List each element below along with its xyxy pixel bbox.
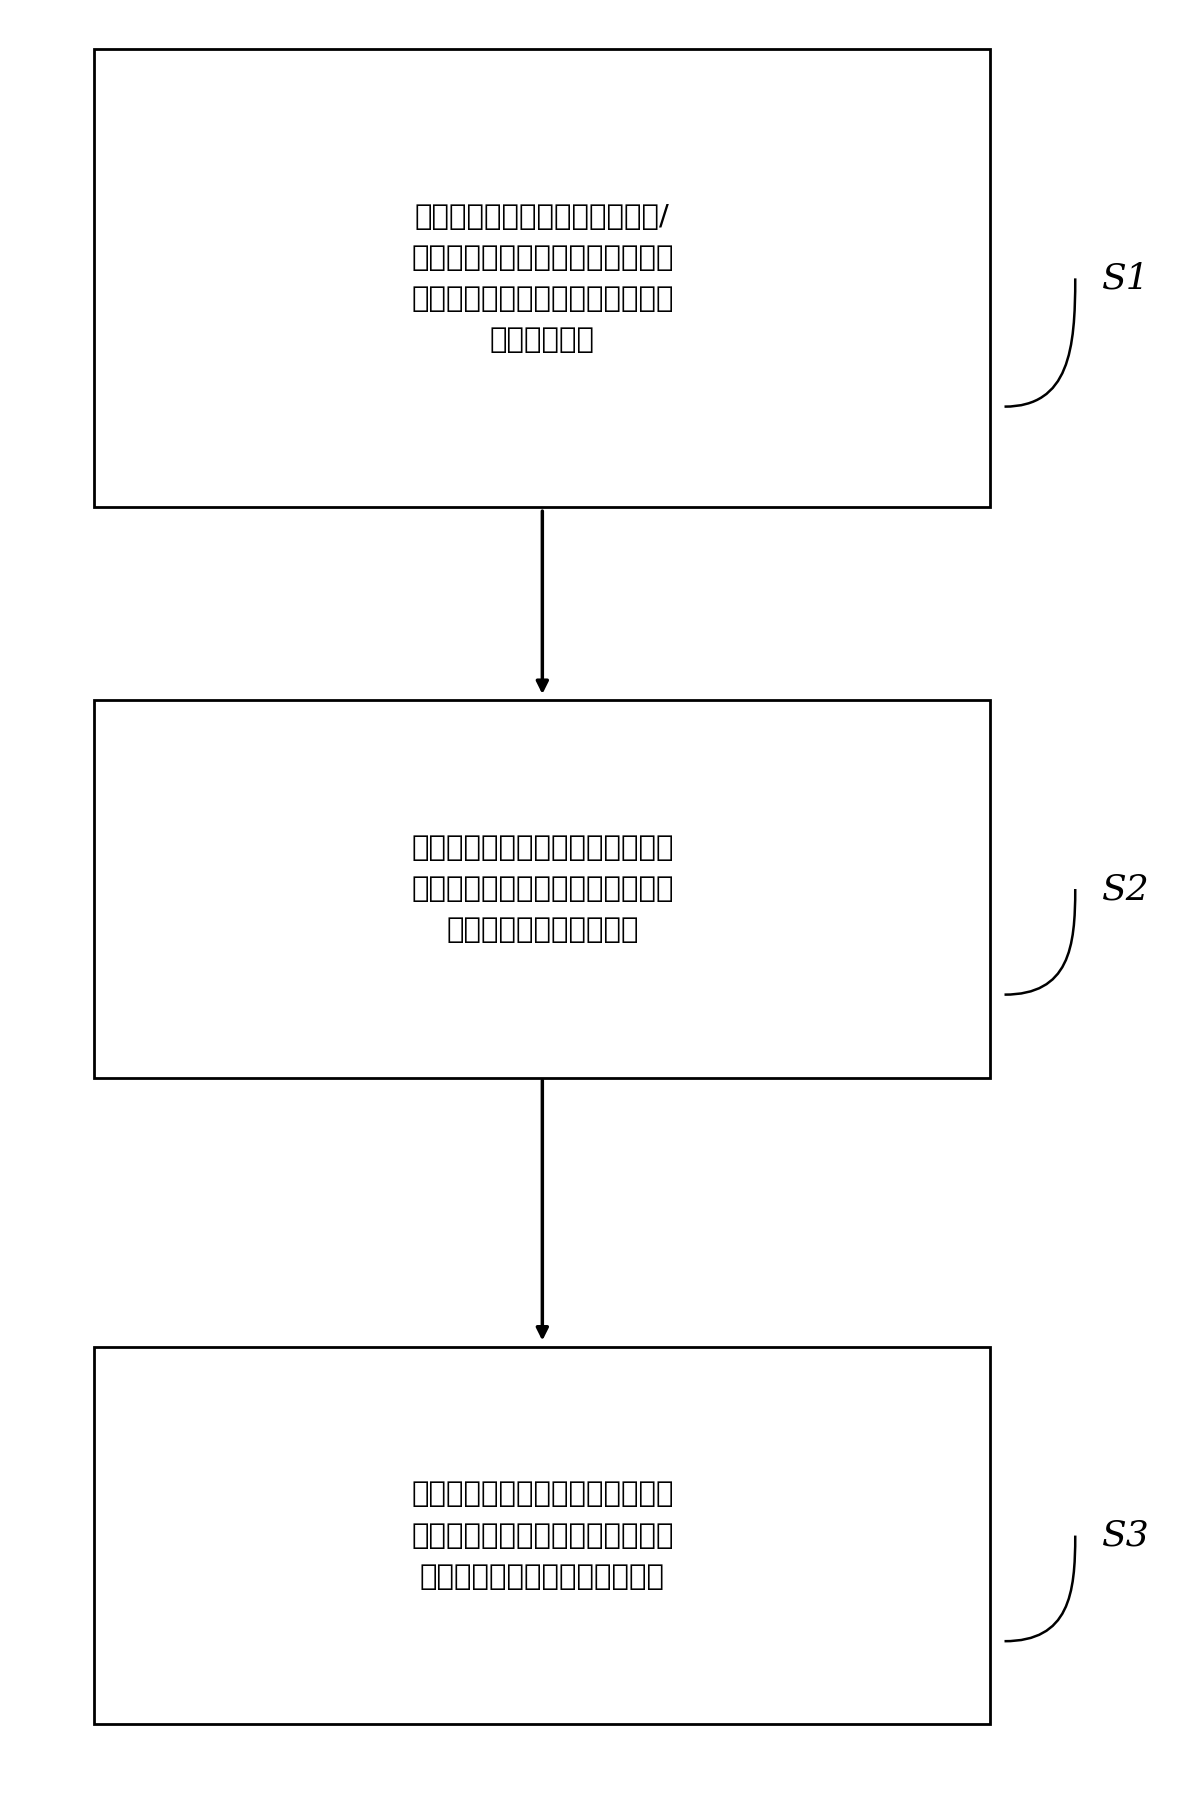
Text: S2: S2 (1102, 873, 1151, 905)
Bar (94, 700, 990, 1078)
Text: 根据建图区域的逻辑区特征、和/
或功能特征得到建图分割线，通过
所述建图分割线将所述建图区域分
割为多个子图: 根据建图区域的逻辑区特征、和/ 或功能特征得到建图分割线，通过 所述建图分割线将… (411, 203, 673, 354)
Bar (94, 48, 990, 506)
Text: S3: S3 (1102, 1519, 1151, 1552)
Bar (94, 1347, 990, 1724)
Text: S1: S1 (1102, 262, 1151, 295)
Text: 扩展所述建图分割线形成所述子图
之间的接缝区，同时，对所述子图
进行建图，生成子图地图: 扩展所述建图分割线形成所述子图 之间的接缝区，同时，对所述子图 进行建图，生成子… (411, 833, 673, 945)
Text: 识别所述接缝区的定位标识，并根
据所述定位标识合并所述子图地图
，生成所述建图区域的全幅地图: 识别所述接缝区的定位标识，并根 据所述定位标识合并所述子图地图 ，生成所述建图区… (411, 1480, 673, 1591)
